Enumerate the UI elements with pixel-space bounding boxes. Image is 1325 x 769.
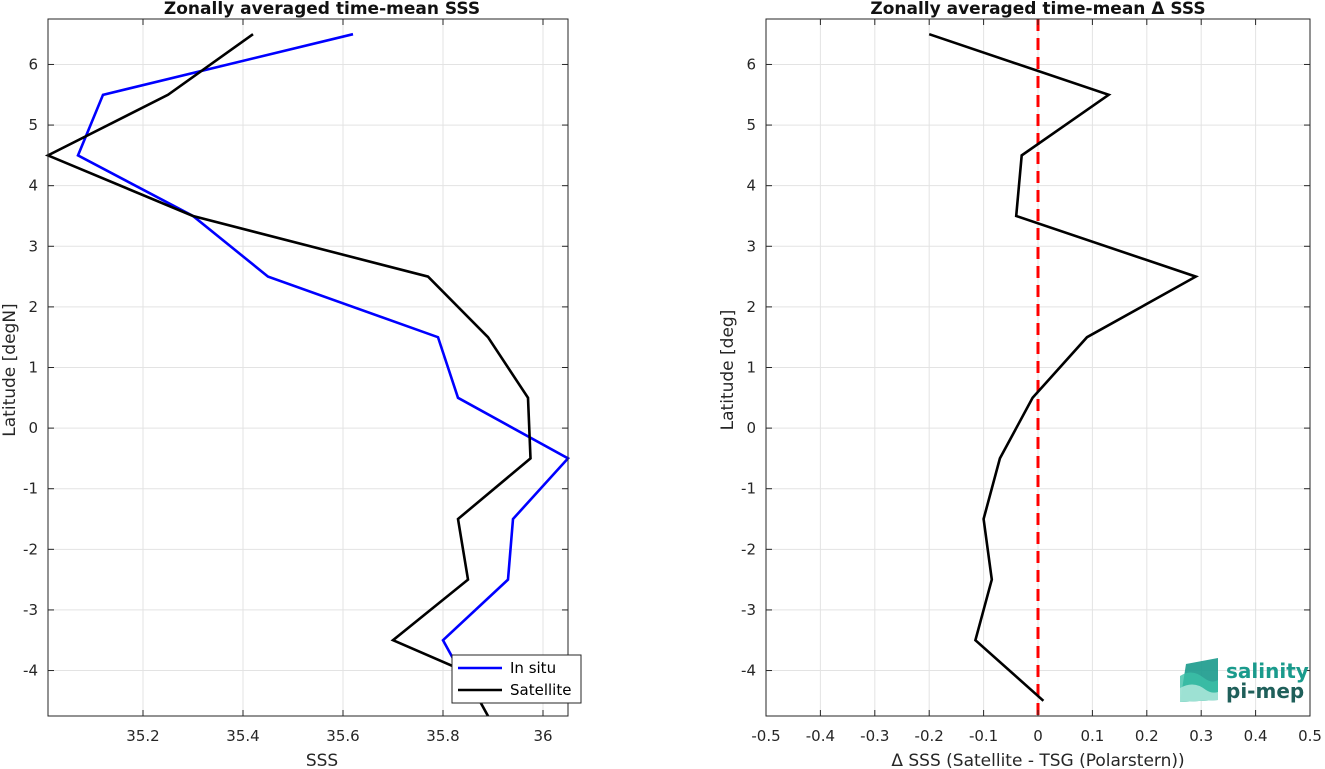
sss-y-tick-label: 6 [28, 55, 38, 73]
delta-sss-y-tick-label: 6 [746, 55, 756, 73]
delta-sss-x-tick-label: -0.5 [751, 727, 780, 745]
delta-sss-x-tick-label: -0.4 [806, 727, 835, 745]
sss-panel: 35.2 35.4 35.6 35.8 36 -4 -3 -2 -1 0 1 2 3 4 5 6 Zonall… [0, 0, 582, 769]
delta-sss-y-tick-label: 4 [746, 177, 756, 195]
sss-y-tick-label: -1 [23, 480, 38, 498]
sss-y-tick-label: 2 [28, 298, 38, 316]
sss-x-tick-label: 35.8 [426, 727, 459, 745]
sss-grid [48, 19, 568, 716]
sss-y-tick-label: 3 [28, 237, 38, 255]
salinity-pi-mep-logo: salinity pi-mep [1180, 658, 1309, 703]
delta-sss-y-tick-label: -4 [741, 662, 756, 680]
delta-sss-x-tick-label: 0.3 [1189, 727, 1213, 745]
delta-sss-x-tick-label: 0.5 [1298, 727, 1322, 745]
legend-label-satellite: Satellite [510, 681, 571, 699]
delta-sss-y-tick-label: 5 [746, 116, 756, 134]
sss-y-tick-label: -2 [23, 540, 38, 558]
delta-sss-panel: -0.5 -0.4 -0.3 -0.2 -0.1 0 0.1 0.2 0.3 0.4 0.5 -4 -3… [718, 0, 1322, 769]
sss-y-tick-label: 5 [28, 116, 38, 134]
delta-sss-x-axis-label: Δ SSS (Satellite - TSG (Polarstern)) [891, 751, 1184, 769]
sss-chart-title: Zonally averaged time-mean SSS [164, 0, 480, 19]
sss-ticks: 35.2 35.4 35.6 35.8 36 -4 -3 -2 -1 0 1 2 3 4 5 6 [23, 19, 568, 745]
sss-x-tick-label: 35.6 [326, 727, 359, 745]
delta-sss-x-tick-label: 0 [1033, 727, 1043, 745]
sss-x-axis-label: SSS [306, 751, 338, 769]
sss-line-in-situ [76, 32, 571, 660]
delta-sss-y-tick-label: 2 [746, 298, 756, 316]
sss-y-tick-label: 4 [28, 177, 38, 195]
delta-sss-y-tick-label: -2 [741, 540, 756, 558]
delta-sss-x-tick-label: 0.1 [1080, 727, 1104, 745]
delta-sss-chart-title: Zonally averaged time-mean Δ SSS [870, 0, 1205, 19]
sss-y-tick-label: 0 [28, 419, 38, 437]
sss-x-tick-label: 36 [533, 727, 552, 745]
logo-text-salinity: salinity [1226, 659, 1309, 683]
delta-sss-y-axis-label: Latitude [deg] [718, 310, 738, 431]
delta-sss-x-tick-label: -0.2 [915, 727, 944, 745]
sss-y-axis-label: Latitude [degN] [0, 303, 20, 436]
logo-wave-icon-3 [1180, 684, 1218, 702]
delta-sss-series-lines [928, 19, 1199, 716]
delta-sss-y-tick-label: 3 [746, 237, 756, 255]
delta-sss-x-tick-label: 0.2 [1135, 727, 1159, 745]
sss-y-tick-label: 1 [28, 359, 38, 377]
delta-sss-y-tick-label: 0 [746, 419, 756, 437]
sss-y-tick-label: -3 [23, 601, 38, 619]
logo-text-pi-mep: pi-mep [1226, 679, 1304, 703]
delta-sss-y-tick-label: -1 [741, 480, 756, 498]
sss-x-tick-label: 35.4 [226, 727, 259, 745]
delta-sss-x-tick-label: -0.1 [969, 727, 998, 745]
delta-sss-x-tick-label: -0.3 [860, 727, 889, 745]
sss-y-tick-label: -4 [23, 662, 38, 680]
legend-box [451, 654, 582, 704]
delta-sss-line-series-0 [928, 32, 1199, 702]
delta-sss-y-tick-label: 1 [746, 359, 756, 377]
delta-sss-y-tick-label: -3 [741, 601, 756, 619]
delta-sss-ticks: -0.5 -0.4 -0.3 -0.2 -0.1 0 0.1 0.2 0.3 0.4 0.5 -4 -3… [741, 19, 1322, 745]
sss-legend: In situ Satellite [451, 654, 582, 704]
delta-sss-x-tick-label: 0.4 [1244, 727, 1268, 745]
legend-label-in-situ: In situ [510, 659, 556, 677]
sss-x-tick-label: 35.2 [126, 727, 159, 745]
